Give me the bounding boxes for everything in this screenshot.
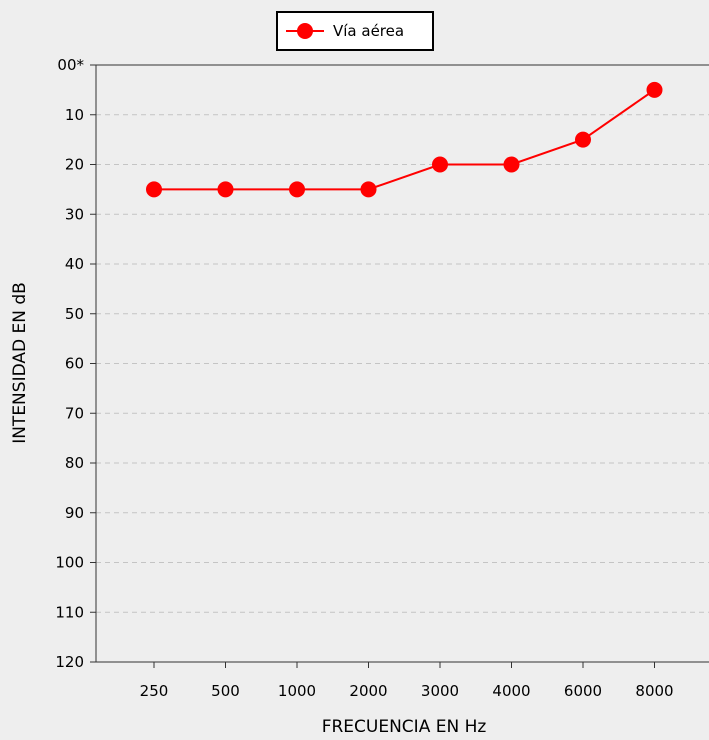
y-tick-label: 40 (65, 255, 84, 273)
legend: Vía aérea (276, 11, 434, 51)
x-tick-label: 1000 (278, 682, 316, 700)
y-tick-label: 100 (55, 554, 84, 572)
series-line (154, 89, 656, 191)
y-tick-label: 110 (55, 603, 84, 621)
y-tick-label: 120 (55, 653, 84, 671)
y-tick-label: 10 (65, 106, 84, 124)
y-tick-label: 30 (65, 205, 84, 223)
x-tick-label: 2000 (349, 682, 387, 700)
data-point (503, 156, 520, 173)
data-point (289, 181, 305, 198)
legend-marker (297, 23, 313, 39)
x-tick-label: 6000 (564, 682, 602, 700)
y-tick-label: 90 (65, 504, 84, 522)
y-tick-label: 60 (65, 355, 84, 373)
data-point (146, 181, 162, 198)
axes (90, 64, 709, 668)
data-point (432, 156, 448, 173)
y-axis-title: INTENSIDAD EN dB (10, 282, 30, 444)
data-point (360, 181, 377, 198)
x-tick-label: 250 (140, 682, 169, 700)
y-tick-label: 20 (65, 156, 84, 174)
x-tick-label: 500 (211, 682, 240, 700)
data-point (646, 81, 663, 98)
x-tick-labels: 250 500 1000 2000 3000 4000 6000 8000 (140, 682, 674, 700)
x-tick-label: 4000 (492, 682, 530, 700)
y-tick-label: 50 (65, 305, 84, 323)
y-tick-labels: 00* 10 20 30 40 50 60 70 80 90 100 110 120 (55, 56, 84, 671)
legend-label: Vía aérea (333, 22, 404, 40)
y-tick-label: 00* (57, 56, 84, 74)
x-axis-title: FRECUENCIA EN Hz (322, 717, 487, 737)
series-layer (146, 81, 663, 198)
data-point (575, 131, 591, 148)
grid (96, 114, 709, 613)
x-tick-label: 8000 (635, 682, 673, 700)
x-tick-label: 3000 (421, 682, 459, 700)
data-point (217, 181, 234, 198)
y-tick-label: 70 (65, 404, 84, 422)
y-tick-label: 80 (65, 454, 84, 472)
